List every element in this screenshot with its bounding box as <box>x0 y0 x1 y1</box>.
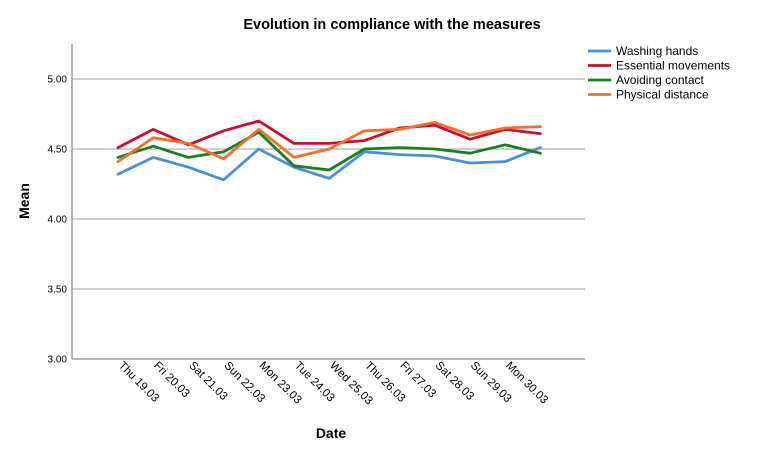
legend-label: Avoiding contact <box>616 73 705 87</box>
series-line-1 <box>116 146 542 182</box>
y-tick-label: 3.50 <box>48 285 68 296</box>
y-tick-label: 5.00 <box>48 75 68 86</box>
series-lines <box>116 119 542 182</box>
y-axis-ticks: 3.00 3.50 4.00 4.50 5.00 <box>48 75 68 366</box>
x-axis-title: Date <box>316 425 347 441</box>
legend-label: Essential movements <box>616 59 730 73</box>
y-axis-title: Mean <box>16 183 32 219</box>
series-line-3 <box>116 130 542 172</box>
chart-title: Evolution in compliance with the measure… <box>243 17 540 33</box>
y-tick-label: 4.00 <box>48 215 68 226</box>
y-tick-label: 3.00 <box>48 355 68 366</box>
grid-lines <box>72 78 585 290</box>
series-line-4 <box>116 121 542 164</box>
y-tick-label: 4.50 <box>48 145 68 156</box>
axes <box>71 44 585 360</box>
legend-label: Physical distance <box>616 88 709 102</box>
legend-label: Washing hands <box>616 44 698 58</box>
